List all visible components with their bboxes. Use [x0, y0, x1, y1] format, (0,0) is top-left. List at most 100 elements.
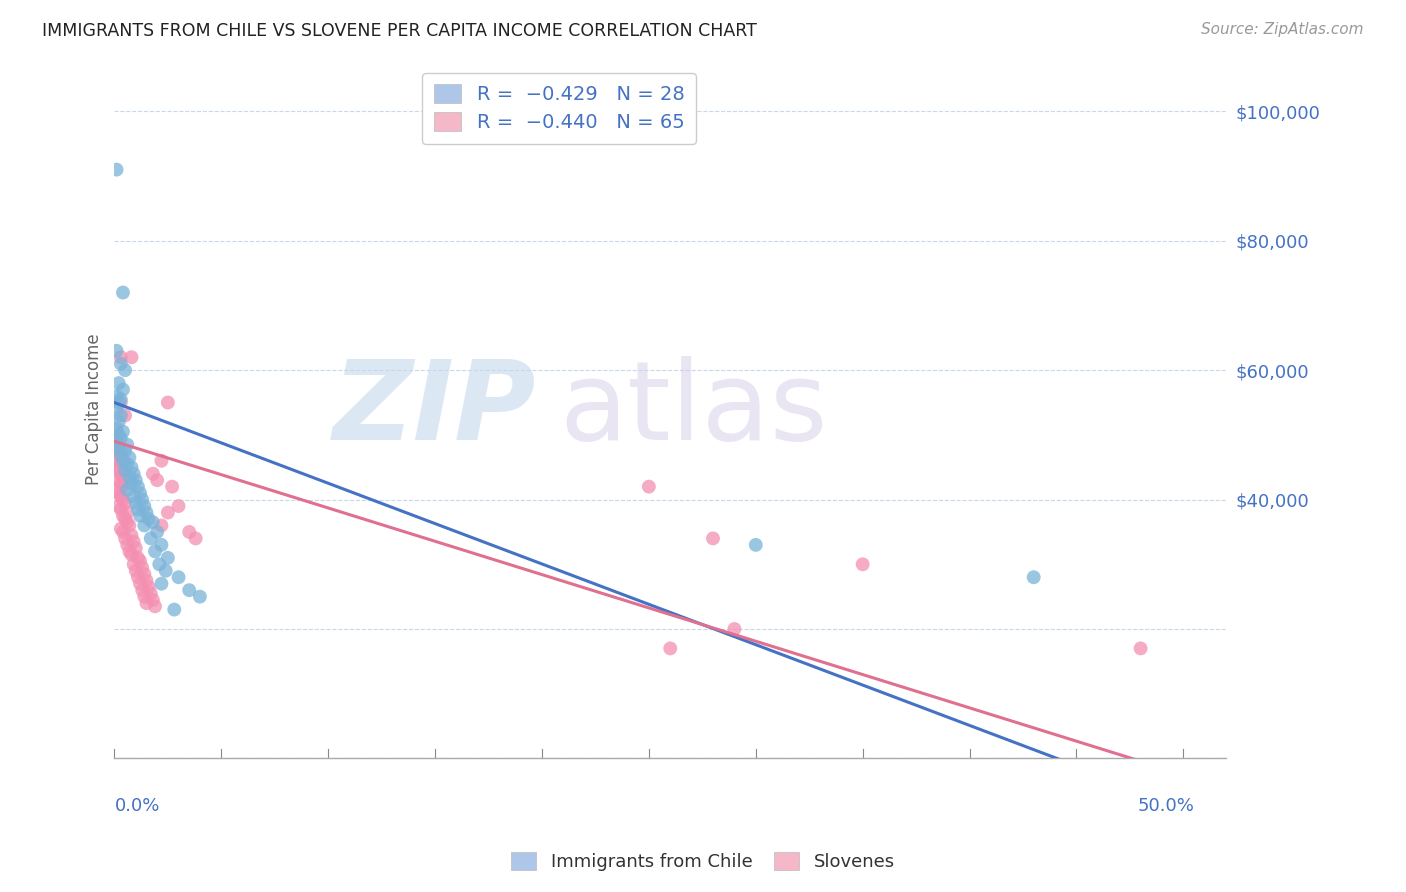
Point: [105, 162, 128, 177]
Point: [142, 467, 165, 481]
Point: [146, 473, 169, 487]
Point: [142, 593, 165, 607]
Point: [111, 454, 134, 468]
Text: ZIP: ZIP: [333, 356, 537, 462]
Point: [148, 558, 170, 572]
Point: [107, 454, 129, 468]
Point: [110, 431, 132, 445]
Point: [111, 508, 134, 523]
Point: [105, 389, 128, 403]
Point: [638, 480, 661, 494]
Point: [156, 395, 179, 409]
Point: [134, 590, 156, 604]
Point: [659, 641, 682, 656]
Point: [156, 550, 179, 565]
Point: [138, 512, 160, 526]
Point: [129, 486, 152, 500]
Text: Source: ZipAtlas.com: Source: ZipAtlas.com: [1201, 22, 1364, 37]
Point: [111, 492, 134, 507]
Point: [114, 444, 136, 458]
Point: [1022, 570, 1045, 584]
Point: [125, 473, 148, 487]
Point: [127, 480, 149, 494]
Point: [105, 421, 128, 435]
Point: [107, 441, 129, 455]
Point: [163, 602, 186, 616]
Point: [167, 499, 190, 513]
Point: [135, 596, 157, 610]
Point: [110, 395, 132, 409]
Point: [1129, 641, 1152, 656]
Point: [122, 558, 145, 572]
Point: [134, 518, 156, 533]
Point: [160, 480, 183, 494]
Point: [723, 622, 745, 636]
Point: [105, 434, 128, 449]
Point: [135, 574, 157, 588]
Point: [127, 570, 149, 584]
Point: [118, 450, 141, 465]
Point: [745, 538, 768, 552]
Point: [115, 515, 138, 529]
Point: [127, 550, 149, 565]
Point: [118, 544, 141, 558]
Point: [107, 499, 129, 513]
Point: [114, 512, 136, 526]
Point: [110, 476, 132, 491]
Point: [105, 343, 128, 358]
Point: [121, 476, 143, 491]
Point: [121, 460, 143, 475]
Point: [139, 586, 162, 600]
Point: [122, 467, 145, 481]
Point: [125, 564, 148, 578]
Point: [110, 447, 132, 461]
Point: [110, 357, 132, 371]
Point: [138, 580, 160, 594]
Point: [114, 363, 136, 377]
Point: [125, 541, 148, 555]
Point: [155, 564, 177, 578]
Point: [179, 583, 201, 598]
Point: [156, 506, 179, 520]
Text: 50.0%: 50.0%: [1137, 797, 1194, 815]
Point: [131, 560, 153, 574]
Point: [146, 524, 169, 539]
Point: [107, 444, 129, 458]
Point: [110, 392, 132, 407]
Point: [167, 570, 190, 584]
Point: [150, 538, 173, 552]
Point: [122, 489, 145, 503]
Point: [134, 499, 156, 513]
Point: [702, 532, 724, 546]
Point: [115, 483, 138, 497]
Text: IMMIGRANTS FROM CHILE VS SLOVENE PER CAPITA INCOME CORRELATION CHART: IMMIGRANTS FROM CHILE VS SLOVENE PER CAP…: [42, 22, 756, 40]
Point: [131, 492, 153, 507]
Point: [142, 515, 165, 529]
Text: atlas: atlas: [560, 356, 828, 462]
Point: [121, 548, 143, 562]
Point: [107, 395, 129, 409]
Point: [105, 450, 128, 465]
Point: [115, 437, 138, 451]
Point: [105, 402, 128, 417]
Point: [127, 502, 149, 516]
Point: [121, 350, 143, 364]
Point: [121, 528, 143, 542]
Point: [105, 428, 128, 442]
Point: [107, 473, 129, 487]
Point: [107, 376, 129, 391]
Point: [110, 522, 132, 536]
Point: [105, 460, 128, 475]
Point: [107, 415, 129, 429]
Point: [110, 350, 132, 364]
Point: [110, 457, 132, 471]
Point: [115, 457, 138, 471]
Point: [111, 425, 134, 439]
Point: [150, 576, 173, 591]
Point: [111, 285, 134, 300]
Point: [110, 502, 132, 516]
Point: [110, 467, 132, 481]
Point: [114, 532, 136, 546]
Point: [114, 409, 136, 423]
Y-axis label: Per Capita Income: Per Capita Income: [86, 334, 103, 485]
